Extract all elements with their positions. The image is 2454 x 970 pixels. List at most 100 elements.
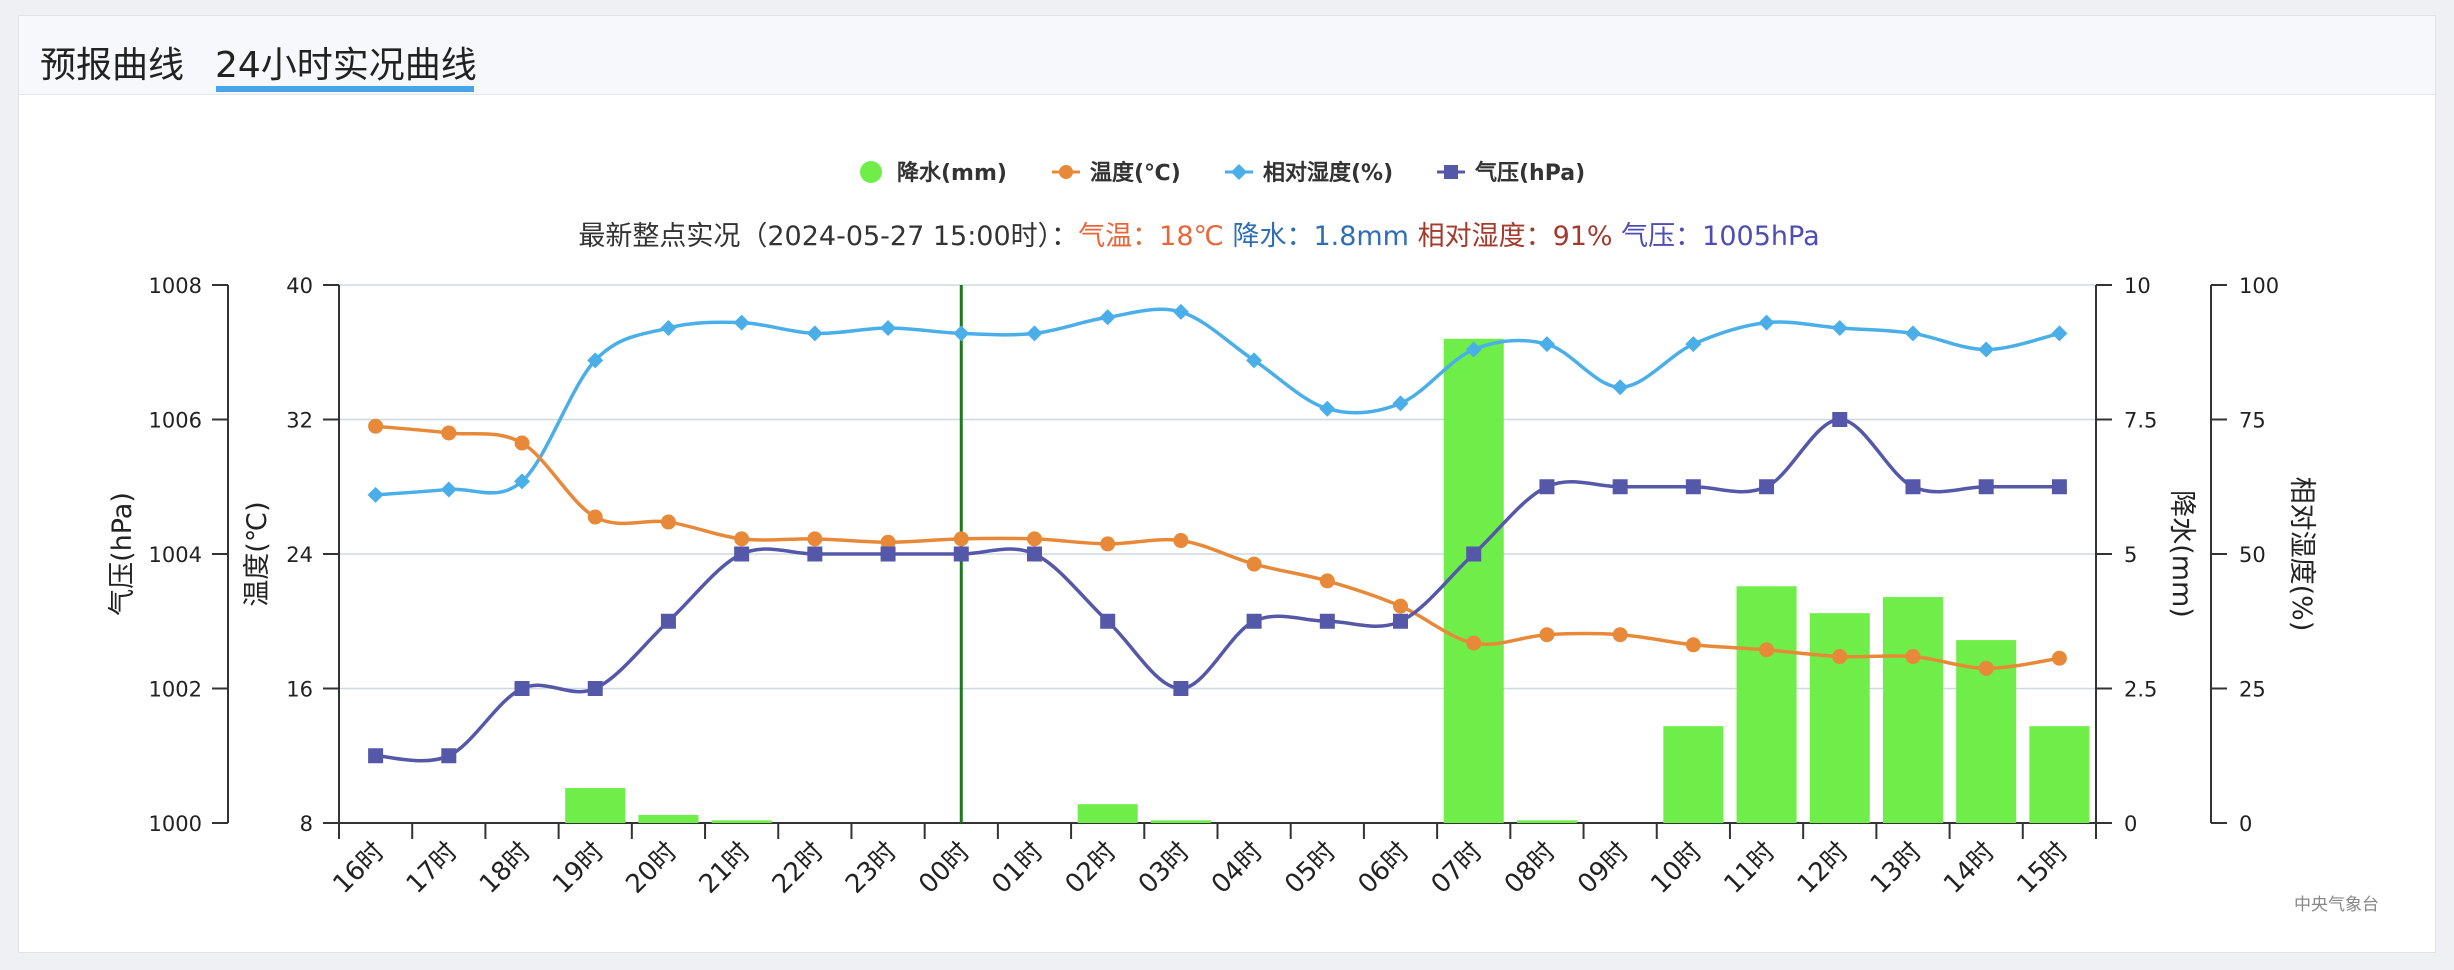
rain-bar <box>1882 597 1943 823</box>
rain-bar <box>2029 726 2090 823</box>
pressure-point <box>1026 546 1042 562</box>
humidity-point <box>1685 336 1702 353</box>
temperature-point <box>1612 627 1628 643</box>
rain-bar <box>1150 820 1211 823</box>
x-axis-category-label: 06时 <box>1352 837 1415 900</box>
rain-axis-tick-label: 5 <box>2124 543 2137 567</box>
temperature-point <box>1026 531 1042 547</box>
pressure-point <box>1466 546 1482 562</box>
x-axis-category-label: 00时 <box>913 837 976 900</box>
pressure-point <box>1539 479 1555 495</box>
temperature-point <box>1319 573 1335 589</box>
legend-rain-marker-icon <box>860 161 882 183</box>
x-axis-category-label: 03时 <box>1133 837 1196 900</box>
rain-axis-tick-label: 7.5 <box>2124 409 2157 433</box>
humidity-point <box>1026 325 1043 342</box>
humidity-point <box>2051 325 2068 342</box>
humidity-point <box>880 320 897 337</box>
pressure-point <box>514 681 530 696</box>
x-axis-category-label: 21时 <box>694 837 757 900</box>
pressure-line <box>375 417 2060 763</box>
temperature-point <box>1539 627 1555 643</box>
humidity-point <box>587 352 604 369</box>
pressure-point <box>587 681 603 696</box>
x-axis-category-label: 10时 <box>1645 837 1708 900</box>
pressure-point <box>2051 479 2067 495</box>
pressure-point <box>1832 412 1848 427</box>
pressure-axis-tick-label: 1008 <box>149 274 202 298</box>
pressure-point <box>368 748 384 764</box>
rain-bar <box>1443 338 1504 823</box>
x-axis-category-label: 05时 <box>1279 837 1342 900</box>
humidity-point <box>1392 395 1409 412</box>
summary-pressure-text: 气压：1005hPa <box>1613 221 1820 252</box>
tab-bar: 预报曲线 24小时实况曲线 <box>19 16 2435 95</box>
humidity-axis-title: 相对湿度(%) <box>2286 477 2317 632</box>
rain-bar <box>1077 804 1138 823</box>
humidity-axis-tick-label: 25 <box>2239 678 2266 702</box>
temperature-point <box>660 514 676 530</box>
legend-square-marker-icon <box>1444 165 1458 179</box>
pressure-point <box>660 613 676 629</box>
pressure-point <box>1246 613 1262 629</box>
humidity-point <box>1538 336 1555 353</box>
humidity-axis-tick-label: 100 <box>2239 274 2279 298</box>
rain-bar <box>1663 726 1724 823</box>
temperature-point <box>2051 650 2067 666</box>
temperature-line <box>375 424 2060 671</box>
temperature-point <box>1832 649 1848 665</box>
temperature-point <box>1685 637 1701 653</box>
legend-diamond-marker-icon <box>1231 164 1247 180</box>
rain-axis-tick-label: 0 <box>2124 812 2137 836</box>
humidity-point <box>733 314 750 331</box>
temperature-point <box>953 531 969 547</box>
pressure-point <box>734 546 750 562</box>
humidity-point <box>1172 303 1189 320</box>
pressure-point <box>1905 479 1921 495</box>
humidity-line <box>375 307 2060 497</box>
temperature-axis-tick-label: 16 <box>286 678 313 702</box>
humidity-point <box>660 320 677 337</box>
x-axis-category-label: 11时 <box>1719 837 1782 900</box>
humidity-point <box>1319 400 1336 417</box>
temperature-point <box>1905 649 1921 665</box>
tab-24h-live-curve[interactable]: 24小时实况曲线 <box>215 45 477 86</box>
pressure-axis-tick-label: 1004 <box>149 543 202 567</box>
summary-humidity-text: 相对湿度：91% <box>1409 221 1613 252</box>
rain-bar <box>711 820 772 823</box>
rain-axis-title: 降水(mm) <box>2166 490 2197 618</box>
pressure-point <box>1173 681 1189 696</box>
pressure-point <box>880 546 896 562</box>
temperature-point <box>1978 660 1994 676</box>
x-axis-category-label: 09时 <box>1572 837 1635 900</box>
temperature-point <box>734 531 750 547</box>
humidity-point <box>1978 341 1995 358</box>
pressure-point <box>953 546 969 562</box>
x-axis-category-label: 01时 <box>986 837 1049 900</box>
pressure-point <box>441 748 457 764</box>
x-axis-category-label: 23时 <box>840 837 903 900</box>
x-axis-category-label: 08时 <box>1499 837 1562 900</box>
x-axis-category-label: 18时 <box>474 837 537 900</box>
pressure-axis-tick-label: 1000 <box>149 812 202 836</box>
legend-item-label: 降水(mm) <box>897 161 1007 186</box>
temperature-point <box>1759 642 1775 658</box>
x-axis-category-label: 16时 <box>328 837 391 900</box>
temperature-axis-tick-label: 40 <box>286 274 313 298</box>
temperature-axis-title: 温度(℃) <box>242 501 273 606</box>
humidity-point <box>953 325 970 342</box>
humidity-point <box>1758 314 1775 331</box>
active-tab-indicator <box>216 86 474 92</box>
tab-forecast-curve[interactable]: 预报曲线 <box>40 45 185 86</box>
humidity-axis-tick-label: 50 <box>2239 543 2266 567</box>
summary-temp-text: 气温：18℃ <box>1078 221 1224 252</box>
temperature-point <box>1466 635 1482 651</box>
rain-bar <box>1736 586 1797 823</box>
x-axis-category-label: 14时 <box>1938 837 2001 900</box>
humidity-point <box>440 481 457 498</box>
latest-observation-summary: 最新整点实况（2024-05-27 15:00时）：气温：18℃ 降水：1.8m… <box>578 221 1819 252</box>
legend-item-label: 温度(℃) <box>1090 160 1181 186</box>
pressure-axis-tick-label: 1002 <box>149 678 202 702</box>
x-axis-category-label: 20时 <box>620 837 683 900</box>
x-axis-category-label: 17时 <box>401 837 464 900</box>
